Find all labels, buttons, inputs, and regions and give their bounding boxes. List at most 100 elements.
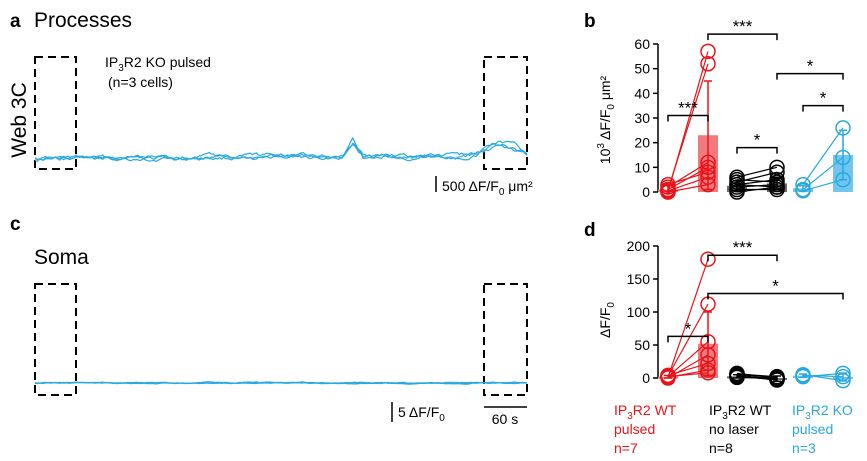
window-box-left bbox=[34, 56, 77, 170]
pair-line bbox=[667, 63, 709, 190]
point-before bbox=[660, 176, 676, 193]
point-after bbox=[769, 159, 785, 176]
y-tick-label: 0 bbox=[642, 370, 650, 386]
point-after bbox=[769, 174, 785, 190]
category-2-line-1: IP3R2 KO bbox=[792, 402, 853, 422]
pair-line bbox=[667, 259, 709, 378]
point-after bbox=[835, 368, 851, 385]
pair-line bbox=[667, 341, 709, 378]
significance-bracket bbox=[707, 292, 844, 300]
point-before bbox=[660, 368, 676, 385]
window-box-right-c bbox=[483, 283, 528, 396]
significance-bracket bbox=[707, 254, 778, 262]
significance-label: * bbox=[807, 57, 814, 76]
y-tick-label: 0 bbox=[642, 184, 650, 200]
point-after bbox=[700, 251, 716, 267]
significance-bracket bbox=[707, 33, 778, 41]
window-box-right bbox=[483, 56, 528, 170]
y-tick-label: 60 bbox=[634, 36, 650, 52]
y-tick-label: 100 bbox=[627, 304, 651, 320]
panel-b-ylabel: 103 ΔF/F0 μm² bbox=[596, 75, 617, 164]
point-after bbox=[700, 347, 716, 363]
panel-a-letter: a bbox=[10, 11, 21, 32]
y-tick-label: 20 bbox=[634, 135, 650, 151]
panel-d-letter: d bbox=[584, 220, 596, 241]
point-after bbox=[769, 371, 785, 388]
point-after bbox=[700, 169, 716, 185]
point-before bbox=[660, 184, 676, 200]
point-after bbox=[700, 355, 716, 372]
point-before bbox=[795, 176, 811, 193]
point-before bbox=[729, 176, 745, 193]
point-after bbox=[835, 149, 851, 166]
category-labels: IP3R2 WT pulsed n=7 IP3R2 WT no laser n=… bbox=[614, 402, 853, 456]
point-after bbox=[700, 55, 716, 72]
category-0-line-1: IP3R2 WT bbox=[614, 402, 677, 422]
time-scale-label: 60 s bbox=[492, 411, 518, 427]
category-2-line-2: pulsed bbox=[792, 421, 833, 437]
row-label: Web 3C bbox=[8, 82, 31, 157]
y-tick-label: 10 bbox=[634, 159, 650, 175]
y-tick-label: 200 bbox=[627, 238, 651, 254]
trace-line bbox=[34, 381, 528, 385]
panel-d-ylabel: ΔF/F0 bbox=[597, 302, 617, 338]
y-tick-label: 40 bbox=[634, 85, 650, 101]
traces-a bbox=[34, 136, 528, 163]
y-tick-label: 150 bbox=[627, 271, 651, 287]
panel-b-letter: b bbox=[584, 11, 596, 32]
panel-c-title: Soma bbox=[34, 246, 89, 269]
category-1-line-3: n=8 bbox=[709, 440, 733, 456]
significance-label: *** bbox=[733, 238, 753, 257]
point-before bbox=[729, 368, 745, 384]
point-after bbox=[700, 43, 716, 60]
point-before bbox=[729, 171, 745, 188]
pair-line bbox=[802, 127, 844, 185]
point-after bbox=[769, 179, 785, 195]
point-after bbox=[700, 333, 716, 350]
significance-bracket bbox=[802, 104, 844, 112]
point-after bbox=[835, 372, 851, 389]
scale-label-a: 500 ΔF/F0 μm² bbox=[442, 178, 533, 198]
panel-c: c Soma 5 ΔF/F0 60 s bbox=[10, 214, 528, 427]
point-after bbox=[700, 176, 716, 193]
window-box-left-c bbox=[34, 283, 77, 396]
panel-a-title: Processes bbox=[34, 9, 132, 32]
category-1-line-1: IP3R2 WT bbox=[709, 402, 772, 422]
category-2-line-3: n=3 bbox=[792, 440, 816, 456]
significance-label: *** bbox=[733, 17, 753, 36]
point-after bbox=[769, 164, 785, 181]
significance-bracket bbox=[736, 146, 778, 154]
trace-line bbox=[34, 142, 528, 162]
significance-label: * bbox=[820, 89, 827, 108]
significance-bracket bbox=[776, 72, 844, 80]
point-after bbox=[835, 120, 851, 136]
point-after bbox=[835, 171, 851, 188]
panel-c-letter: c bbox=[10, 214, 21, 235]
panel-a: a Processes Web 3C IP3R2 KO pulsed (n=3 … bbox=[8, 9, 533, 198]
y-tick-label: 30 bbox=[634, 110, 650, 126]
significance-label: * bbox=[772, 277, 779, 296]
significance-label: *** bbox=[678, 99, 698, 118]
point-after bbox=[700, 154, 716, 171]
y-tick-label: 50 bbox=[634, 61, 650, 77]
point-after bbox=[700, 364, 716, 381]
category-0-line-2: pulsed bbox=[614, 421, 655, 437]
category-1-line-2: no laser bbox=[709, 421, 759, 437]
legend-line-2: (n=3 cells) bbox=[108, 74, 173, 90]
point-after bbox=[700, 159, 716, 176]
legend-line-1: IP3R2 KO pulsed bbox=[105, 54, 211, 74]
point-before bbox=[729, 181, 745, 198]
significance-bracket bbox=[667, 114, 709, 122]
scale-label-c: 5 ΔF/F0 bbox=[398, 404, 445, 424]
pair-line bbox=[667, 303, 709, 377]
significance-bracket bbox=[667, 335, 709, 343]
significance-label: * bbox=[685, 319, 692, 338]
traces-c bbox=[34, 381, 528, 385]
point-after bbox=[700, 164, 716, 181]
significance-label: * bbox=[754, 131, 761, 150]
